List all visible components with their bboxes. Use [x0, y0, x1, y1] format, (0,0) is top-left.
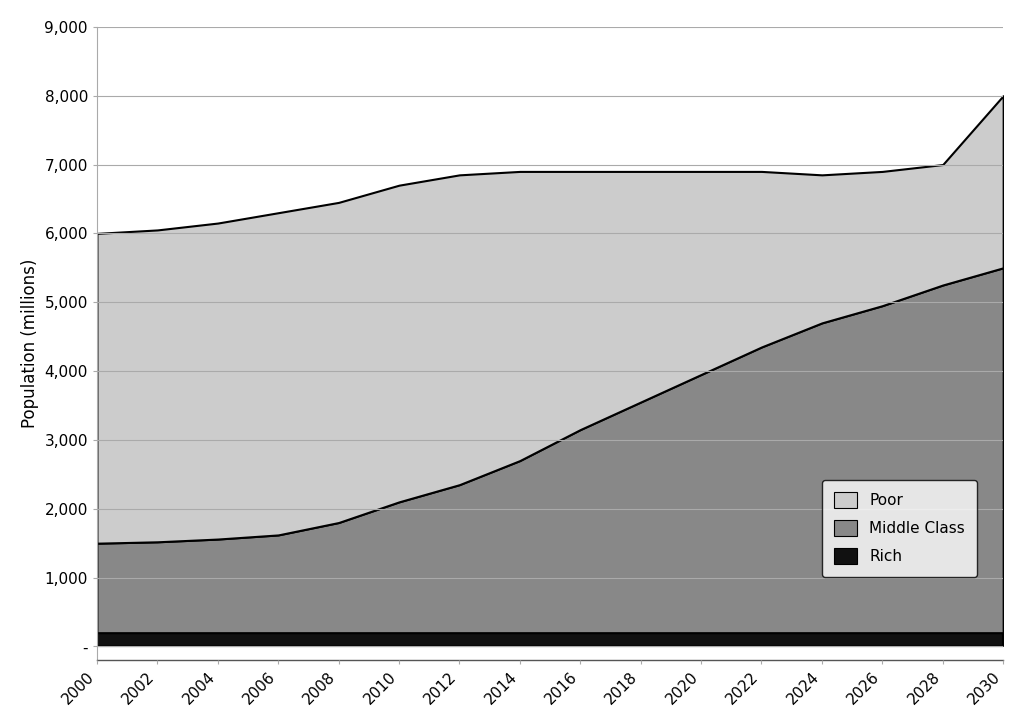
- Legend: Poor, Middle Class, Rich: Poor, Middle Class, Rich: [822, 480, 977, 577]
- Y-axis label: Population (millions): Population (millions): [20, 259, 39, 428]
